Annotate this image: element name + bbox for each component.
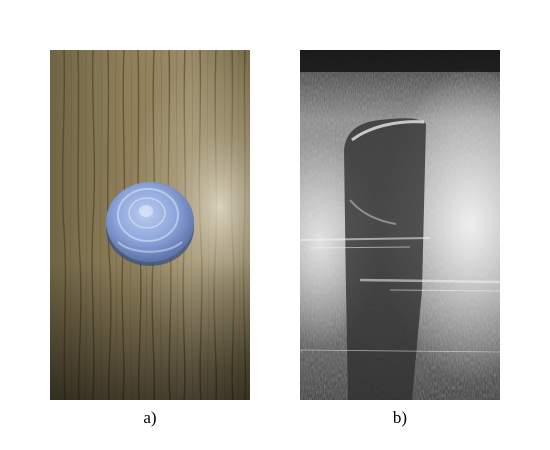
photo-panel-a (50, 50, 250, 400)
wood-photo (50, 50, 250, 400)
ultrasound-scan (300, 50, 500, 400)
horizontal-reflections (300, 237, 500, 353)
dark-inclusion (344, 118, 426, 400)
caption-a: a) (143, 408, 157, 427)
blue-disc-sample (106, 182, 194, 266)
caption-b: b) (392, 408, 408, 427)
scan-panel-b (300, 50, 500, 400)
